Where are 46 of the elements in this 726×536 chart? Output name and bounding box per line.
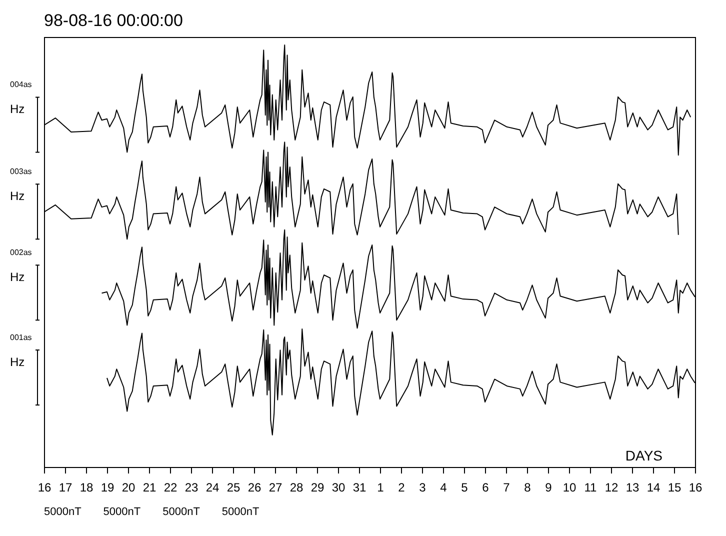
text: 004as	[10, 80, 32, 90]
x-tick-label: 6	[482, 480, 490, 494]
x-tick-label: 5	[461, 480, 468, 494]
text: 002as	[10, 248, 32, 258]
x-tick-label: 13	[626, 480, 640, 494]
x-tick-label: 30	[332, 480, 346, 494]
x-tick-label: 27	[268, 480, 282, 494]
x-tick-label: 4	[440, 480, 448, 494]
x-tick-label: 28	[290, 480, 304, 494]
x-tick-label: 20	[122, 480, 136, 494]
x-tick-label: 31	[352, 480, 366, 494]
text: Hz	[10, 102, 25, 116]
x-tick-label: 12	[604, 480, 618, 494]
x-tick-label: 23	[184, 480, 198, 494]
x-tick-label: 14	[646, 480, 660, 494]
x-tick-label: 10	[562, 480, 576, 494]
x-tick-label: 9	[545, 480, 552, 494]
text: Hz	[10, 354, 25, 369]
x-tick-label: 7	[503, 480, 510, 494]
x-tick-label: 16	[688, 480, 702, 494]
x-tick-label: 1	[377, 480, 384, 494]
x-axis-title: DAYS	[625, 448, 662, 464]
chart-title: 98-08-16 00:00:00	[44, 11, 183, 30]
text: 003as	[10, 167, 32, 176]
x-tick-label: 19	[100, 480, 114, 494]
text: 5000nT	[162, 506, 200, 518]
x-tick-label: 18	[80, 480, 94, 494]
x-tick-label: 3	[419, 480, 426, 494]
x-tick-label: 15	[668, 480, 682, 494]
x-tick-label: 16	[38, 480, 52, 494]
x-tick-label: 26	[248, 480, 262, 494]
x-tick-label: 21	[142, 480, 156, 494]
text: Hz	[10, 270, 25, 284]
x-tick-label: 24	[206, 480, 220, 494]
x-tick-label: 11	[584, 480, 598, 494]
x-tick-label: 17	[58, 480, 72, 494]
text: Hz	[10, 189, 25, 204]
x-tick-label: 2	[398, 480, 406, 494]
text: 5000nT	[103, 506, 141, 518]
x-tick-label: 29	[310, 480, 324, 494]
text: 5000nT	[44, 506, 82, 518]
x-tick-label: 8	[524, 480, 532, 494]
text: 001as	[10, 332, 32, 342]
x-tick-label: 22	[164, 480, 178, 494]
text: 5000nT	[222, 506, 260, 518]
x-tick-label: 25	[226, 480, 240, 494]
